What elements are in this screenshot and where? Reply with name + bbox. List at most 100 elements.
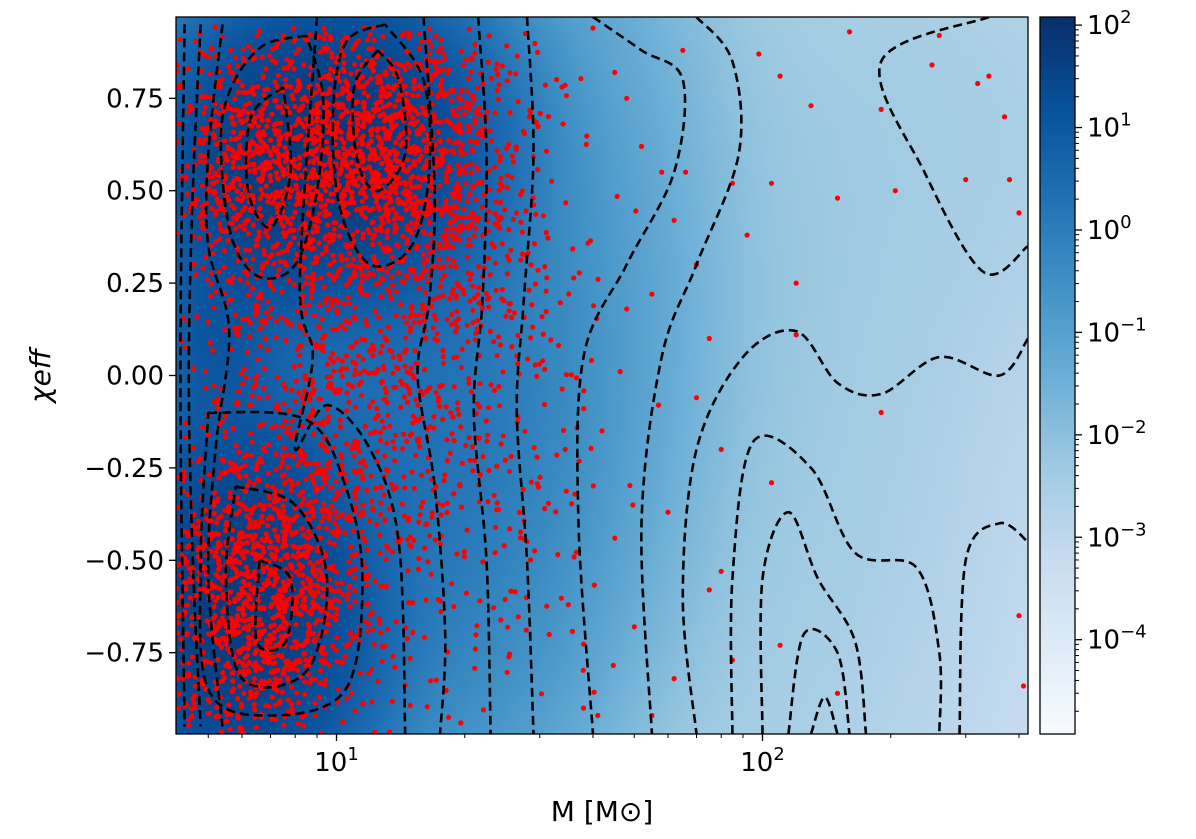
scatter-point <box>301 399 307 406</box>
scatter-point <box>270 158 277 164</box>
scatter-point <box>466 435 472 441</box>
scatter-point <box>301 265 307 272</box>
scatter-point <box>322 298 328 304</box>
scatter-point <box>270 661 276 667</box>
scatter-point <box>423 305 429 311</box>
scatter-point <box>366 164 372 170</box>
scatter-point <box>463 442 469 449</box>
scatter-point <box>447 263 453 269</box>
scatter-point <box>506 308 512 314</box>
scatter-point <box>273 189 279 195</box>
scatter-point <box>475 317 481 323</box>
scatter-point <box>223 434 229 440</box>
scatter-point <box>665 509 671 515</box>
scatter-point <box>433 317 439 323</box>
scatter-point <box>204 276 210 283</box>
scatter-point <box>423 522 429 528</box>
scatter-point <box>326 239 332 245</box>
scatter-point <box>793 332 799 338</box>
scatter-point <box>341 53 347 59</box>
scatter-point <box>360 231 366 237</box>
scatter-point <box>383 208 390 215</box>
scatter-point <box>388 197 394 203</box>
scatter-point <box>440 66 446 72</box>
scatter-point <box>189 654 196 660</box>
scatter-point <box>294 690 300 696</box>
scatter-point <box>359 278 365 284</box>
scatter-point <box>410 413 416 419</box>
scatter-point <box>228 555 234 562</box>
scatter-point <box>178 636 184 642</box>
scatter-point <box>285 709 291 715</box>
scatter-point <box>359 159 366 165</box>
scatter-point <box>241 366 247 372</box>
scatter-point <box>457 97 464 103</box>
scatter-point <box>474 326 481 332</box>
scatter-point <box>271 261 277 267</box>
scatter-point <box>361 368 367 374</box>
scatter-point <box>218 644 225 651</box>
scatter-point <box>327 539 333 546</box>
scatter-point <box>451 355 457 361</box>
scatter-point <box>288 701 295 707</box>
scatter-point <box>470 283 476 289</box>
scatter-point <box>409 115 416 121</box>
scatter-point <box>305 528 311 534</box>
scatter-point <box>314 146 320 152</box>
scatter-point <box>400 140 406 146</box>
contour-lines <box>179 17 1028 734</box>
scatter-point <box>332 433 339 439</box>
scatter-point <box>438 37 444 43</box>
scatter-point <box>430 325 436 331</box>
scatter-point <box>413 313 419 319</box>
scatter-point <box>364 80 370 86</box>
scatter-point <box>392 181 398 187</box>
scatter-point <box>344 366 350 372</box>
scatter-point <box>485 255 491 261</box>
scatter-point <box>349 344 355 350</box>
scatter-point <box>301 598 307 604</box>
scatter-point <box>265 470 271 476</box>
scatter-point <box>335 492 341 498</box>
scatter-point <box>261 366 267 372</box>
scatter-point <box>464 527 470 533</box>
scatter-point <box>390 653 396 660</box>
scatter-point <box>450 491 456 497</box>
scatter-point <box>443 174 450 180</box>
scatter-point <box>431 414 437 420</box>
scatter-point <box>268 165 274 171</box>
scatter-point <box>207 71 213 77</box>
scatter-point <box>240 316 246 322</box>
scatter-point <box>216 475 222 481</box>
scatter-point <box>412 162 418 168</box>
scatter-point <box>332 520 338 526</box>
contour-line <box>787 627 851 734</box>
scatter-point <box>310 431 316 437</box>
scatter-point <box>279 654 285 660</box>
scatter-point <box>438 512 444 518</box>
scatter-point <box>555 552 561 558</box>
scatter-point <box>309 120 315 126</box>
scatter-point <box>438 155 444 161</box>
scatter-point <box>237 669 243 675</box>
scatter-point <box>548 337 554 343</box>
scatter-point <box>307 32 313 38</box>
scatter-point <box>234 188 240 194</box>
scatter-point <box>264 123 270 129</box>
scatter-point <box>319 466 326 472</box>
scatter-point <box>395 366 401 372</box>
scatter-point <box>286 522 292 528</box>
scatter-point <box>235 495 241 501</box>
scatter-point <box>390 439 396 445</box>
scatter-point <box>370 352 376 359</box>
scatter-point <box>475 85 481 91</box>
scatter-point <box>525 250 531 256</box>
scatter-point <box>443 169 449 176</box>
scatter-point <box>494 87 500 93</box>
scatter-point <box>459 460 465 466</box>
scatter-point <box>373 100 379 106</box>
scatter-point <box>371 347 377 353</box>
scatter-point <box>244 316 251 322</box>
scatter-point <box>418 504 424 510</box>
scatter-point <box>507 526 513 532</box>
